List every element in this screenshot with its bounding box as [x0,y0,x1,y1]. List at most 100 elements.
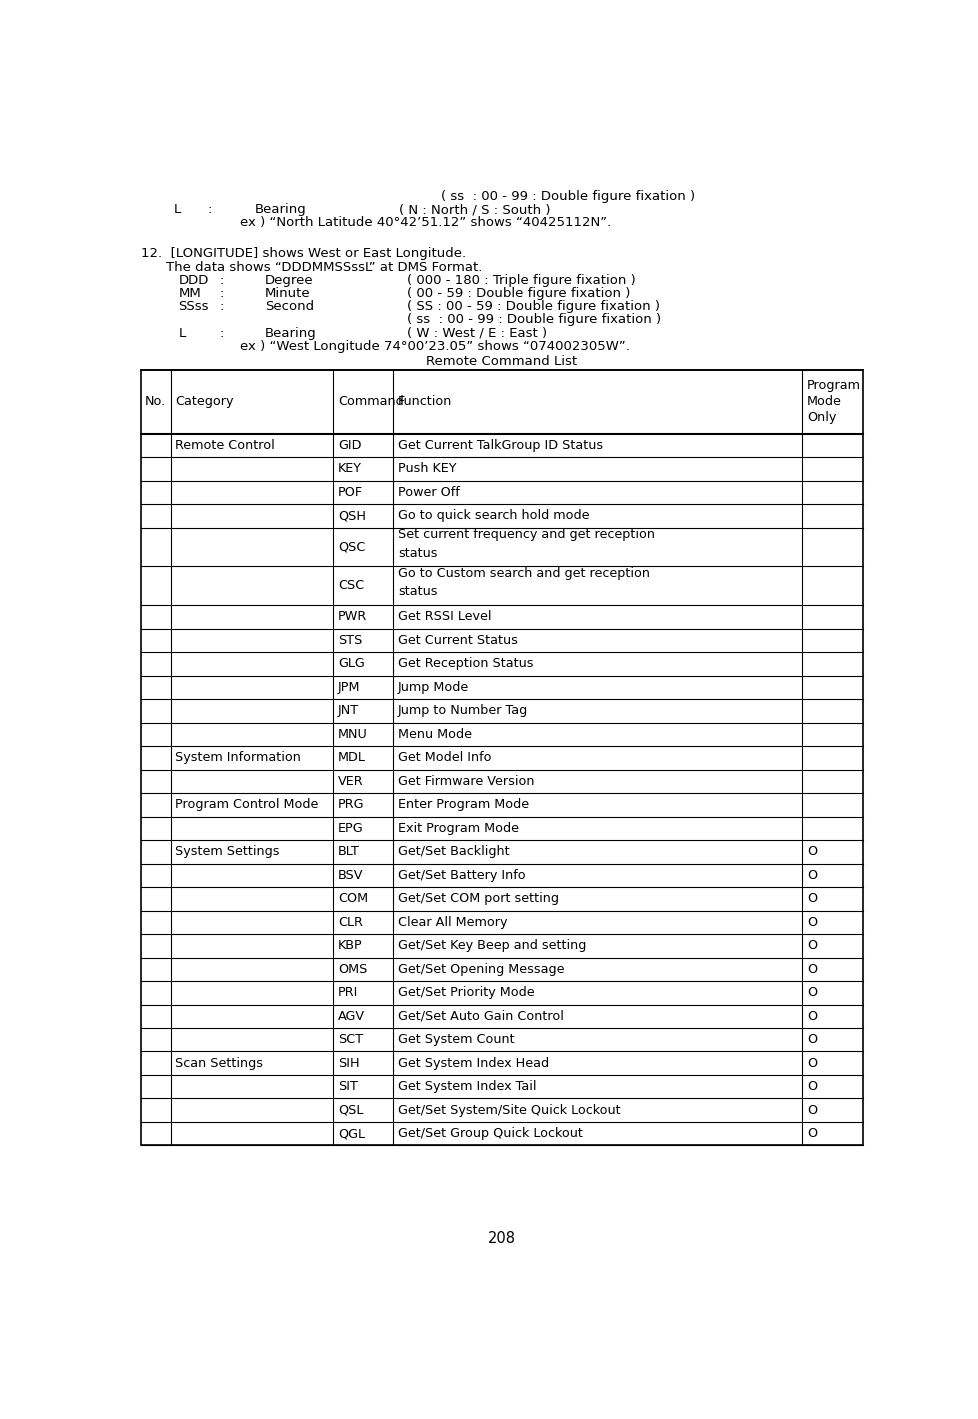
Text: O: O [806,1010,816,1023]
Text: OMS: OMS [337,962,367,976]
Text: Clear All Memory: Clear All Memory [397,915,507,929]
Text: ( 000 - 180 : Triple figure fixation ): ( 000 - 180 : Triple figure fixation ) [407,274,635,287]
Text: Get Reception Status: Get Reception Status [397,657,533,670]
Text: MM: MM [178,287,201,301]
Text: AGV: AGV [337,1010,365,1023]
Text: status: status [397,546,437,559]
Text: System Information: System Information [175,751,301,765]
Text: ex ) “West Longitude 74°00’23.05” shows “074002305W”.: ex ) “West Longitude 74°00’23.05” shows … [240,339,629,353]
Text: Get System Index Tail: Get System Index Tail [397,1080,536,1093]
Text: Set current frequency and get reception: Set current frequency and get reception [397,528,654,541]
Text: EPG: EPG [337,822,363,834]
Text: PRI: PRI [337,986,358,999]
Text: Get/Set Group Quick Lockout: Get/Set Group Quick Lockout [397,1127,582,1141]
Text: O: O [806,1104,816,1117]
Text: Category: Category [175,396,234,409]
Text: O: O [806,846,816,858]
Text: Minute: Minute [265,287,310,301]
Text: Get/Set Backlight: Get/Set Backlight [397,846,509,858]
Text: Enter Program Mode: Enter Program Mode [397,799,528,812]
Text: System Settings: System Settings [175,846,280,858]
Text: VER: VER [337,775,363,788]
Text: Bearing: Bearing [265,326,317,339]
Text: Jump Mode: Jump Mode [397,681,468,694]
Text: Program
Mode
Only: Program Mode Only [806,379,860,424]
Text: L: L [174,203,181,216]
Text: CLR: CLR [337,915,363,929]
Text: QSL: QSL [337,1104,363,1117]
Text: ( N : North / S : South ): ( N : North / S : South ) [399,203,551,216]
Text: JPM: JPM [337,681,360,694]
Text: L: L [178,326,186,339]
Text: ( SS : 00 - 59 : Double figure fixation ): ( SS : 00 - 59 : Double figure fixation … [407,301,659,314]
Text: Bearing: Bearing [255,203,306,216]
Text: O: O [806,1033,816,1046]
Text: Get/Set COM port setting: Get/Set COM port setting [397,893,558,905]
Text: ex ) “North Latitude 40°42’51.12” shows “40425112N”.: ex ) “North Latitude 40°42’51.12” shows … [240,216,610,230]
Text: Push KEY: Push KEY [397,463,456,475]
Text: O: O [806,1080,816,1093]
Text: O: O [806,1127,816,1141]
Text: Get/Set Battery Info: Get/Set Battery Info [397,868,525,881]
Text: BLT: BLT [337,846,360,858]
Text: O: O [806,893,816,905]
Text: MNU: MNU [337,728,368,741]
Text: BSV: BSV [337,868,363,881]
Text: SIT: SIT [337,1080,358,1093]
Text: KBP: KBP [337,939,363,952]
Text: STS: STS [337,634,362,647]
Text: PRG: PRG [337,799,364,812]
Text: Get Model Info: Get Model Info [397,751,491,765]
Text: :: : [219,274,224,287]
Text: GID: GID [337,438,361,451]
Text: Remote Control: Remote Control [175,438,275,451]
Text: O: O [806,939,816,952]
Text: SSss: SSss [178,301,209,314]
Text: Remote Command List: Remote Command List [425,355,577,368]
Text: COM: COM [337,893,368,905]
Text: Go to Custom search and get reception: Go to Custom search and get reception [397,566,649,580]
Text: Command: Command [337,396,403,409]
Text: Get Firmware Version: Get Firmware Version [397,775,534,788]
Text: :: : [219,326,224,339]
Text: Get/Set System/Site Quick Lockout: Get/Set System/Site Quick Lockout [397,1104,620,1117]
Text: PWR: PWR [337,610,367,623]
Text: O: O [806,962,816,976]
Text: QSC: QSC [337,541,365,553]
Text: ( W : West / E : East ): ( W : West / E : East ) [407,326,547,339]
Text: Degree: Degree [265,274,313,287]
Text: SCT: SCT [337,1033,363,1046]
Text: Get/Set Auto Gain Control: Get/Set Auto Gain Control [397,1010,563,1023]
Text: Get/Set Priority Mode: Get/Set Priority Mode [397,986,534,999]
Text: Get/Set Key Beep and setting: Get/Set Key Beep and setting [397,939,586,952]
Text: Scan Settings: Scan Settings [175,1057,263,1070]
Text: POF: POF [337,485,363,499]
Text: ( ss  : 00 - 99 : Double figure fixation ): ( ss : 00 - 99 : Double figure fixation … [407,314,660,326]
Text: Go to quick search hold mode: Go to quick search hold mode [397,509,589,522]
Text: status: status [397,586,437,599]
Text: Second: Second [265,301,314,314]
Text: QGL: QGL [337,1127,365,1141]
Text: Get Current TalkGroup ID Status: Get Current TalkGroup ID Status [397,438,602,451]
Text: ( ss  : 00 - 99 : Double figure fixation ): ( ss : 00 - 99 : Double figure fixation … [440,190,694,203]
Text: Get System Count: Get System Count [397,1033,514,1046]
Text: Function: Function [397,396,452,409]
Text: 208: 208 [487,1232,515,1246]
Text: Exit Program Mode: Exit Program Mode [397,822,518,834]
Text: DDD: DDD [178,274,208,287]
Text: O: O [806,915,816,929]
Text: GLG: GLG [337,657,365,670]
Text: Get/Set Opening Message: Get/Set Opening Message [397,962,564,976]
Text: O: O [806,868,816,881]
Text: :: : [219,287,224,301]
Text: :: : [219,301,224,314]
Text: Menu Mode: Menu Mode [397,728,471,741]
Text: No.: No. [145,396,166,409]
Bar [141,370,862,1145]
Text: CSC: CSC [337,579,364,592]
Text: QSH: QSH [337,509,366,522]
Text: ( 00 - 59 : Double figure fixation ): ( 00 - 59 : Double figure fixation ) [407,287,630,301]
Text: Power Off: Power Off [397,485,460,499]
Text: 12.  [LONGITUDE] shows West or East Longitude.: 12. [LONGITUDE] shows West or East Longi… [141,247,466,260]
Text: JNT: JNT [337,704,359,718]
